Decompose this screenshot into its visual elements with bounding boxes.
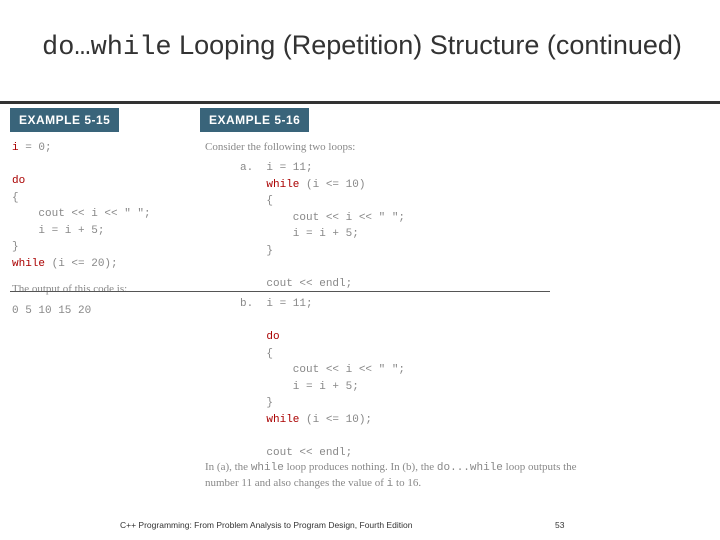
example-15-output-label: The output of this code is: — [12, 282, 127, 297]
page-number: 53 — [555, 520, 564, 530]
example-15-output: 0 5 10 15 20 — [12, 303, 91, 320]
example-16-code-b: b. i = 11; do { cout << i << " "; i = i … — [240, 296, 405, 461]
example-16-intro: Consider the following two loops: — [205, 140, 355, 155]
footer-text: C++ Programming: From Problem Analysis t… — [120, 520, 412, 530]
example-16-code-a: a. i = 11; while (i <= 10) { cout << i <… — [240, 160, 405, 292]
title-mono: do…while — [42, 33, 172, 63]
example-15-label: EXAMPLE 5-15 — [10, 108, 119, 132]
title-underline — [0, 101, 720, 104]
title-rest: Looping (Repetition) Structure (continue… — [172, 30, 682, 60]
slide-title: do…while Looping (Repetition) Structure … — [42, 28, 682, 66]
example-16-label: EXAMPLE 5-16 — [200, 108, 309, 132]
divider-line-1 — [10, 291, 550, 292]
example-16-conclusion: In (a), the while loop produces nothing.… — [205, 460, 715, 493]
example-15-code: i = 0; do { cout << i << " "; i = i + 5;… — [12, 140, 151, 272]
